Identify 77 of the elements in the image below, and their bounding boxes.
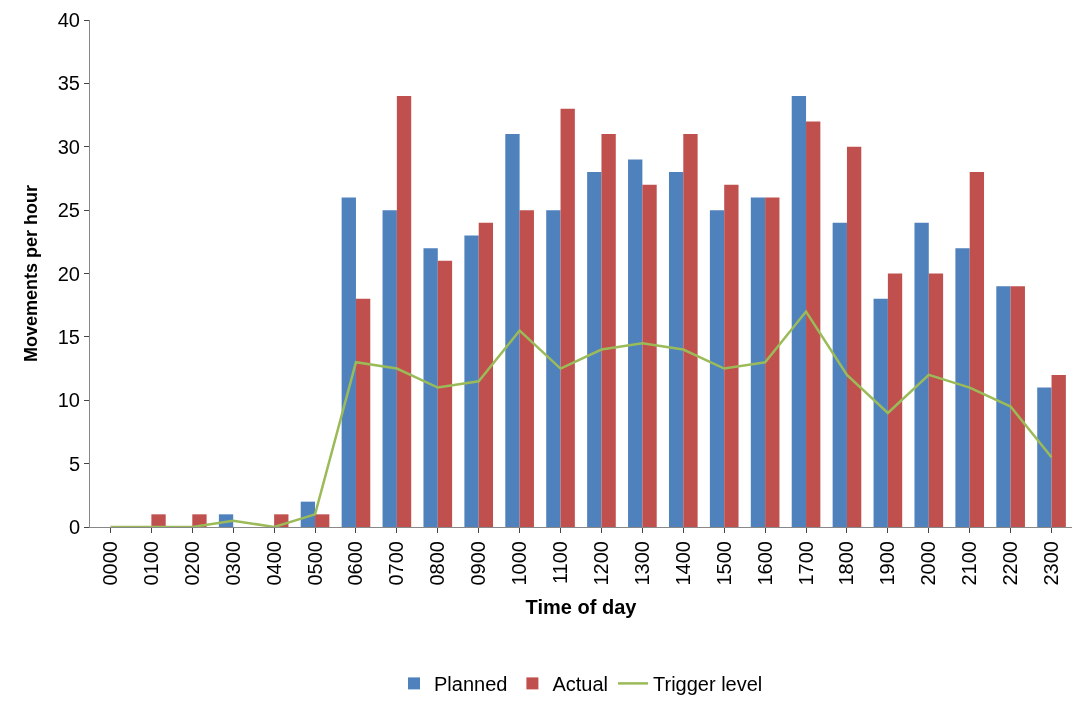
y-axis-title: Movements per hour (20, 184, 41, 363)
bar (996, 286, 1011, 527)
x-tick-label: 1400 (671, 541, 694, 586)
bar (832, 222, 847, 527)
line-series (109, 310, 1053, 527)
bar (846, 146, 862, 527)
legend-label: Actual (552, 673, 608, 696)
bar (683, 134, 698, 527)
bar (355, 298, 371, 527)
bar (601, 134, 616, 527)
y-tick-label: 10 (57, 389, 80, 412)
y-tick-label: 20 (57, 262, 80, 285)
x-tick-label: 0500 (303, 541, 326, 586)
bar (928, 273, 944, 527)
x-axis-title: Time of day (525, 596, 638, 618)
x-tick-label: 2300 (1040, 541, 1063, 586)
x-tick-label: 1900 (876, 541, 899, 586)
bar (642, 184, 657, 527)
bar (151, 514, 166, 527)
bar (914, 222, 929, 527)
x-tick-label: 1300 (630, 541, 653, 586)
x-tick-label: 0900 (467, 541, 490, 586)
bar (505, 134, 520, 527)
y-tick-label: 25 (57, 199, 80, 222)
x-tick-label: 1100 (549, 541, 572, 585)
bar (709, 210, 725, 527)
x-tick-label: 2200 (999, 541, 1022, 586)
bar (791, 96, 807, 527)
bar (396, 96, 412, 527)
bar (628, 159, 643, 527)
y-tick-label: 30 (57, 135, 80, 158)
bar (546, 210, 561, 527)
legend-label: Planned (434, 673, 508, 696)
bar (1010, 286, 1025, 527)
y-tick-label: 5 (68, 452, 80, 475)
x-tick-label: 0400 (262, 541, 285, 586)
x-tick-label: 0700 (385, 541, 408, 586)
bar (765, 197, 780, 527)
x-tick-label: 2100 (958, 541, 981, 586)
x-tick-label: 0100 (139, 541, 162, 586)
x-tick-label: 0300 (221, 541, 244, 586)
x-tick-label: 0600 (344, 541, 367, 586)
x-tick-label: 1000 (508, 541, 531, 586)
y-tick-label: 35 (57, 72, 80, 95)
x-tick-label: 2000 (917, 541, 940, 586)
bar (873, 298, 888, 527)
bar (724, 184, 739, 527)
y-tick-label: 40 (57, 9, 80, 31)
bar (560, 108, 575, 527)
x-tick-label: 0800 (426, 541, 449, 586)
bar (1051, 374, 1066, 527)
bar (806, 121, 821, 527)
bar (887, 273, 903, 527)
x-tick-label: 1600 (753, 541, 776, 586)
bar (423, 248, 438, 527)
x-tick-label: 1500 (712, 541, 735, 586)
bar (955, 248, 970, 527)
legend-label: Trigger level (653, 673, 763, 696)
x-tick-label: 1200 (589, 541, 612, 586)
bar (437, 260, 453, 527)
bar (464, 235, 479, 527)
bar (750, 197, 766, 527)
bar (969, 172, 985, 527)
x-tick-label: 1700 (794, 541, 817, 586)
bar (341, 197, 356, 527)
y-tick-label: 0 (68, 516, 80, 538)
x-tick-label: 1800 (835, 541, 858, 586)
bar (668, 172, 684, 527)
bar (382, 210, 397, 527)
bar (315, 514, 330, 527)
bar (519, 210, 534, 527)
y-tick-label: 15 (57, 325, 80, 348)
x-tick-label: 0000 (98, 541, 121, 586)
bar (1037, 387, 1052, 527)
bar (478, 222, 494, 527)
x-tick-label: 0200 (180, 541, 203, 586)
bar (587, 172, 602, 527)
